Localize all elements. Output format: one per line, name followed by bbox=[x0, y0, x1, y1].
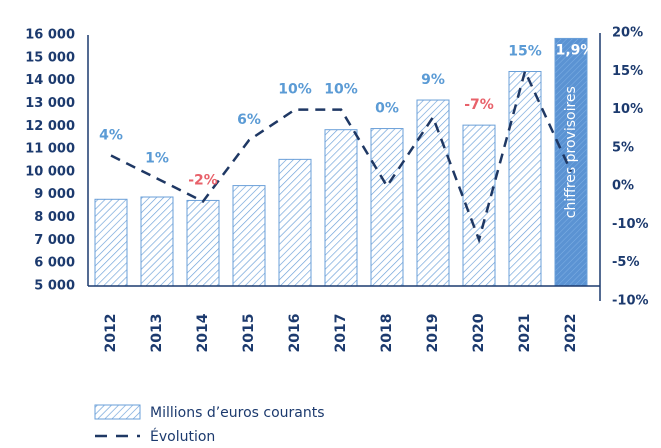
annotation: chiffres provisoires bbox=[563, 86, 579, 218]
bar bbox=[278, 158, 312, 287]
data-label: -2% bbox=[188, 172, 218, 188]
data-label: 6% bbox=[237, 112, 261, 128]
legend-swatch bbox=[94, 404, 141, 420]
bar bbox=[416, 99, 450, 287]
y2-tick-label: 20% bbox=[612, 26, 643, 41]
legend-label: Évolution bbox=[150, 428, 215, 445]
x-tick-label: 2017 bbox=[333, 314, 349, 353]
x-tick-label: 2022 bbox=[563, 314, 579, 353]
data-label: 4% bbox=[99, 128, 123, 144]
y-tick-label: 11 000 bbox=[25, 142, 75, 157]
x-tick-label: 2014 bbox=[195, 313, 211, 352]
y2-tick-label: 0% bbox=[612, 179, 634, 194]
data-label: 10% bbox=[324, 82, 358, 98]
data-label: 9% bbox=[421, 72, 445, 88]
x-tick-label: 2015 bbox=[241, 314, 257, 353]
bar bbox=[324, 129, 358, 287]
legend-label: Millions d’euros courants bbox=[150, 405, 325, 421]
y-tick-label: 14 000 bbox=[25, 73, 75, 88]
bar bbox=[370, 128, 404, 287]
data-label: 0% bbox=[375, 101, 399, 117]
x-tick-label: 2016 bbox=[287, 314, 303, 353]
y-tick-label: 9 000 bbox=[34, 187, 75, 202]
y-tick-label: 13 000 bbox=[25, 96, 75, 111]
bar bbox=[140, 196, 174, 287]
bar bbox=[94, 198, 128, 287]
data-label: 1% bbox=[145, 150, 169, 166]
bar bbox=[554, 37, 588, 287]
x-tick-label: 2012 bbox=[103, 314, 119, 353]
x-tick-label: 2019 bbox=[425, 314, 441, 353]
y-tick-label: 10 000 bbox=[25, 164, 75, 179]
data-label: 15% bbox=[508, 43, 542, 59]
y-tick-label: 7 000 bbox=[34, 233, 75, 248]
y-tick-label: 16 000 bbox=[25, 28, 75, 43]
y-tick-label: 6 000 bbox=[34, 256, 75, 271]
y-tick-label: 8 000 bbox=[34, 210, 75, 225]
y2-tick-label: 5% bbox=[612, 140, 634, 155]
y2-tick-label: 15% bbox=[612, 64, 643, 79]
x-tick-label: 2021 bbox=[517, 314, 533, 353]
y2-tick-label: -10% bbox=[612, 217, 649, 232]
bar bbox=[462, 124, 496, 287]
bar bbox=[232, 185, 266, 287]
data-label: -7% bbox=[464, 97, 494, 113]
bar bbox=[186, 199, 220, 287]
x-tick-label: 2018 bbox=[379, 314, 395, 353]
data-label: 1,9% bbox=[556, 42, 595, 58]
x-tick-label: 2013 bbox=[149, 314, 165, 353]
line bbox=[110, 67, 573, 244]
y2-tick-label: -5% bbox=[612, 255, 639, 270]
data-label: 10% bbox=[278, 82, 312, 98]
y-tick-label: 15 000 bbox=[25, 50, 75, 65]
x-tick-label: 2020 bbox=[471, 313, 487, 352]
y2-tick-label: -10% bbox=[612, 294, 649, 309]
y-tick-label: 5 000 bbox=[34, 279, 75, 294]
bar bbox=[508, 71, 542, 287]
y-tick-label: 12 000 bbox=[25, 119, 75, 134]
y2-tick-label: 10% bbox=[612, 102, 643, 117]
